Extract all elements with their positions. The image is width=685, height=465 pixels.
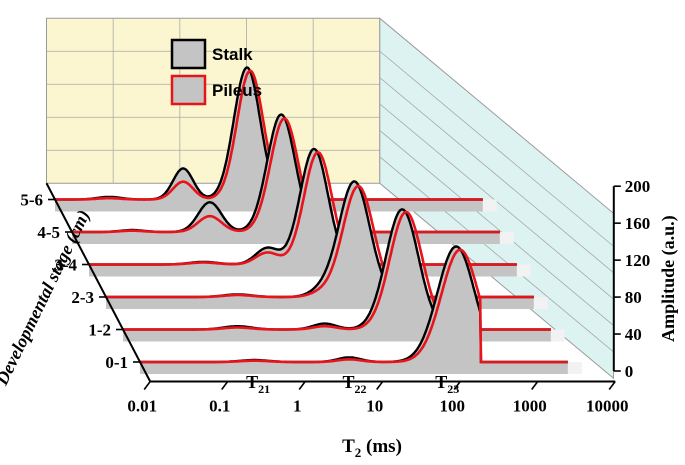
x-tick-label: 10 — [366, 397, 383, 416]
peak-label: T21 — [246, 372, 270, 396]
x-tick — [453, 381, 461, 390]
side-wall-gridline — [379, 77, 614, 273]
peak-label: T23 — [435, 372, 459, 396]
stage-axis-line — [45, 182, 152, 382]
peak-label: T22 — [342, 372, 366, 396]
x-axis-label: T2 (ms) — [342, 436, 402, 460]
legend-swatch — [170, 74, 207, 106]
x-tick-label: 1000 — [513, 397, 547, 416]
series-fill — [106, 181, 534, 309]
chart-curves — [55, 66, 582, 374]
amplitude-tick-label: 200 — [625, 177, 651, 196]
legend-label: Stalk — [212, 45, 253, 64]
x-tick — [531, 381, 539, 390]
x-tick — [608, 381, 616, 390]
stage-label: 1-2 — [88, 321, 111, 340]
x-tick — [143, 381, 151, 390]
amplitude-axis-label: Amplitude (a.u.) — [658, 215, 679, 342]
x-tick-label: 0.1 — [209, 397, 230, 416]
legend-label: Pileus — [212, 81, 262, 100]
amplitude-tick-label: 0 — [625, 362, 634, 381]
stage-label: 5-6 — [20, 191, 43, 210]
stage-label: 4-5 — [37, 223, 60, 242]
side-wall-gridline — [379, 50, 614, 247]
x-tick — [298, 381, 306, 390]
side-wall-gridline — [379, 130, 614, 326]
amplitude-tick-label: 40 — [625, 325, 642, 344]
series-fill — [89, 149, 517, 277]
series-fill — [140, 246, 568, 374]
amplitude-tick-label: 80 — [625, 288, 642, 307]
series-fill — [72, 114, 500, 244]
pileus-line — [140, 248, 568, 364]
stage-label: 2-3 — [71, 288, 94, 307]
x-tick-label: 0.01 — [127, 397, 157, 416]
legend-swatch — [170, 38, 207, 70]
pileus-line — [72, 117, 500, 234]
stage-label: 3-4 — [54, 256, 77, 275]
amplitude-tick-label: 120 — [625, 251, 651, 270]
x-tick-label: 100 — [439, 397, 465, 416]
chart-axes: 0.01 0.1 1 10 100 1000 10000 0-1 1-2 2-3 3-4 4-5 5-6… — [20, 177, 650, 415]
x-tick-label: 1 — [293, 397, 302, 416]
side-wall-gridline — [379, 156, 614, 353]
legend: Stalk Pileus — [170, 38, 262, 106]
x-tick — [221, 381, 229, 390]
back-wall — [46, 17, 381, 184]
stage-label: 0-1 — [105, 353, 128, 372]
amplitude-tick-label: 160 — [625, 214, 651, 233]
x-tick-label: 10000 — [586, 397, 629, 416]
x-tick — [376, 381, 384, 390]
